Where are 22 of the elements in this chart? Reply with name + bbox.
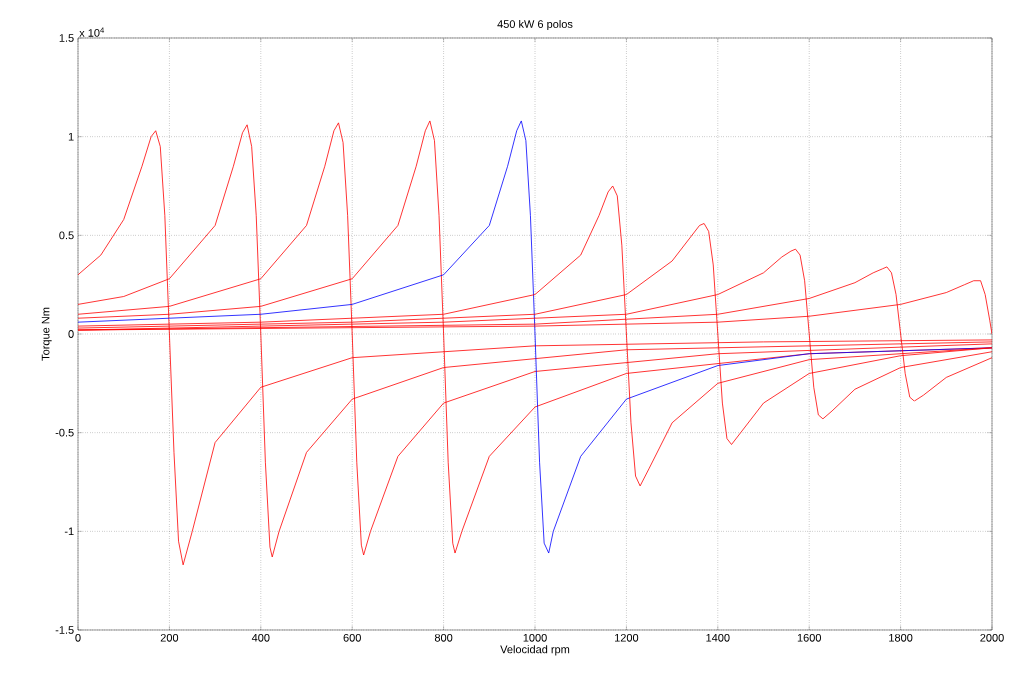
x-tick-label: 1800: [889, 633, 913, 642]
x-tick-label: 1000: [523, 633, 547, 642]
x-tick-label: 1200: [615, 633, 639, 642]
text: x 10$^{4}$: [79, 27, 105, 37]
y-tick-label: 0: [68, 330, 74, 338]
y-tick-label: -1.5: [55, 626, 74, 634]
y-tick-label: -1: [64, 527, 74, 536]
y-tick-label: -0.5: [55, 428, 74, 437]
x-axis-title: Velocidad rpm: [500, 645, 570, 656]
y-tick-label: 1: [68, 132, 74, 141]
y-tick-label: 0.5: [59, 231, 74, 240]
x-tick-label: 200: [160, 633, 179, 642]
y-axis-title: Torque Nm: [41, 307, 52, 361]
x-tick-label: 800: [434, 633, 453, 642]
y-tick-label: 1.5: [59, 34, 74, 42]
x-tick-label: 600: [343, 633, 361, 642]
x-tick-label: 2000: [980, 633, 1004, 642]
x-tick-label: 1600: [797, 633, 821, 642]
x-tick-label: 1400: [706, 633, 730, 642]
x-tick-label: 400: [251, 633, 270, 642]
x-tick-label: 0: [75, 633, 81, 642]
chart-title: 450 kW 6 polos: [497, 19, 573, 31]
